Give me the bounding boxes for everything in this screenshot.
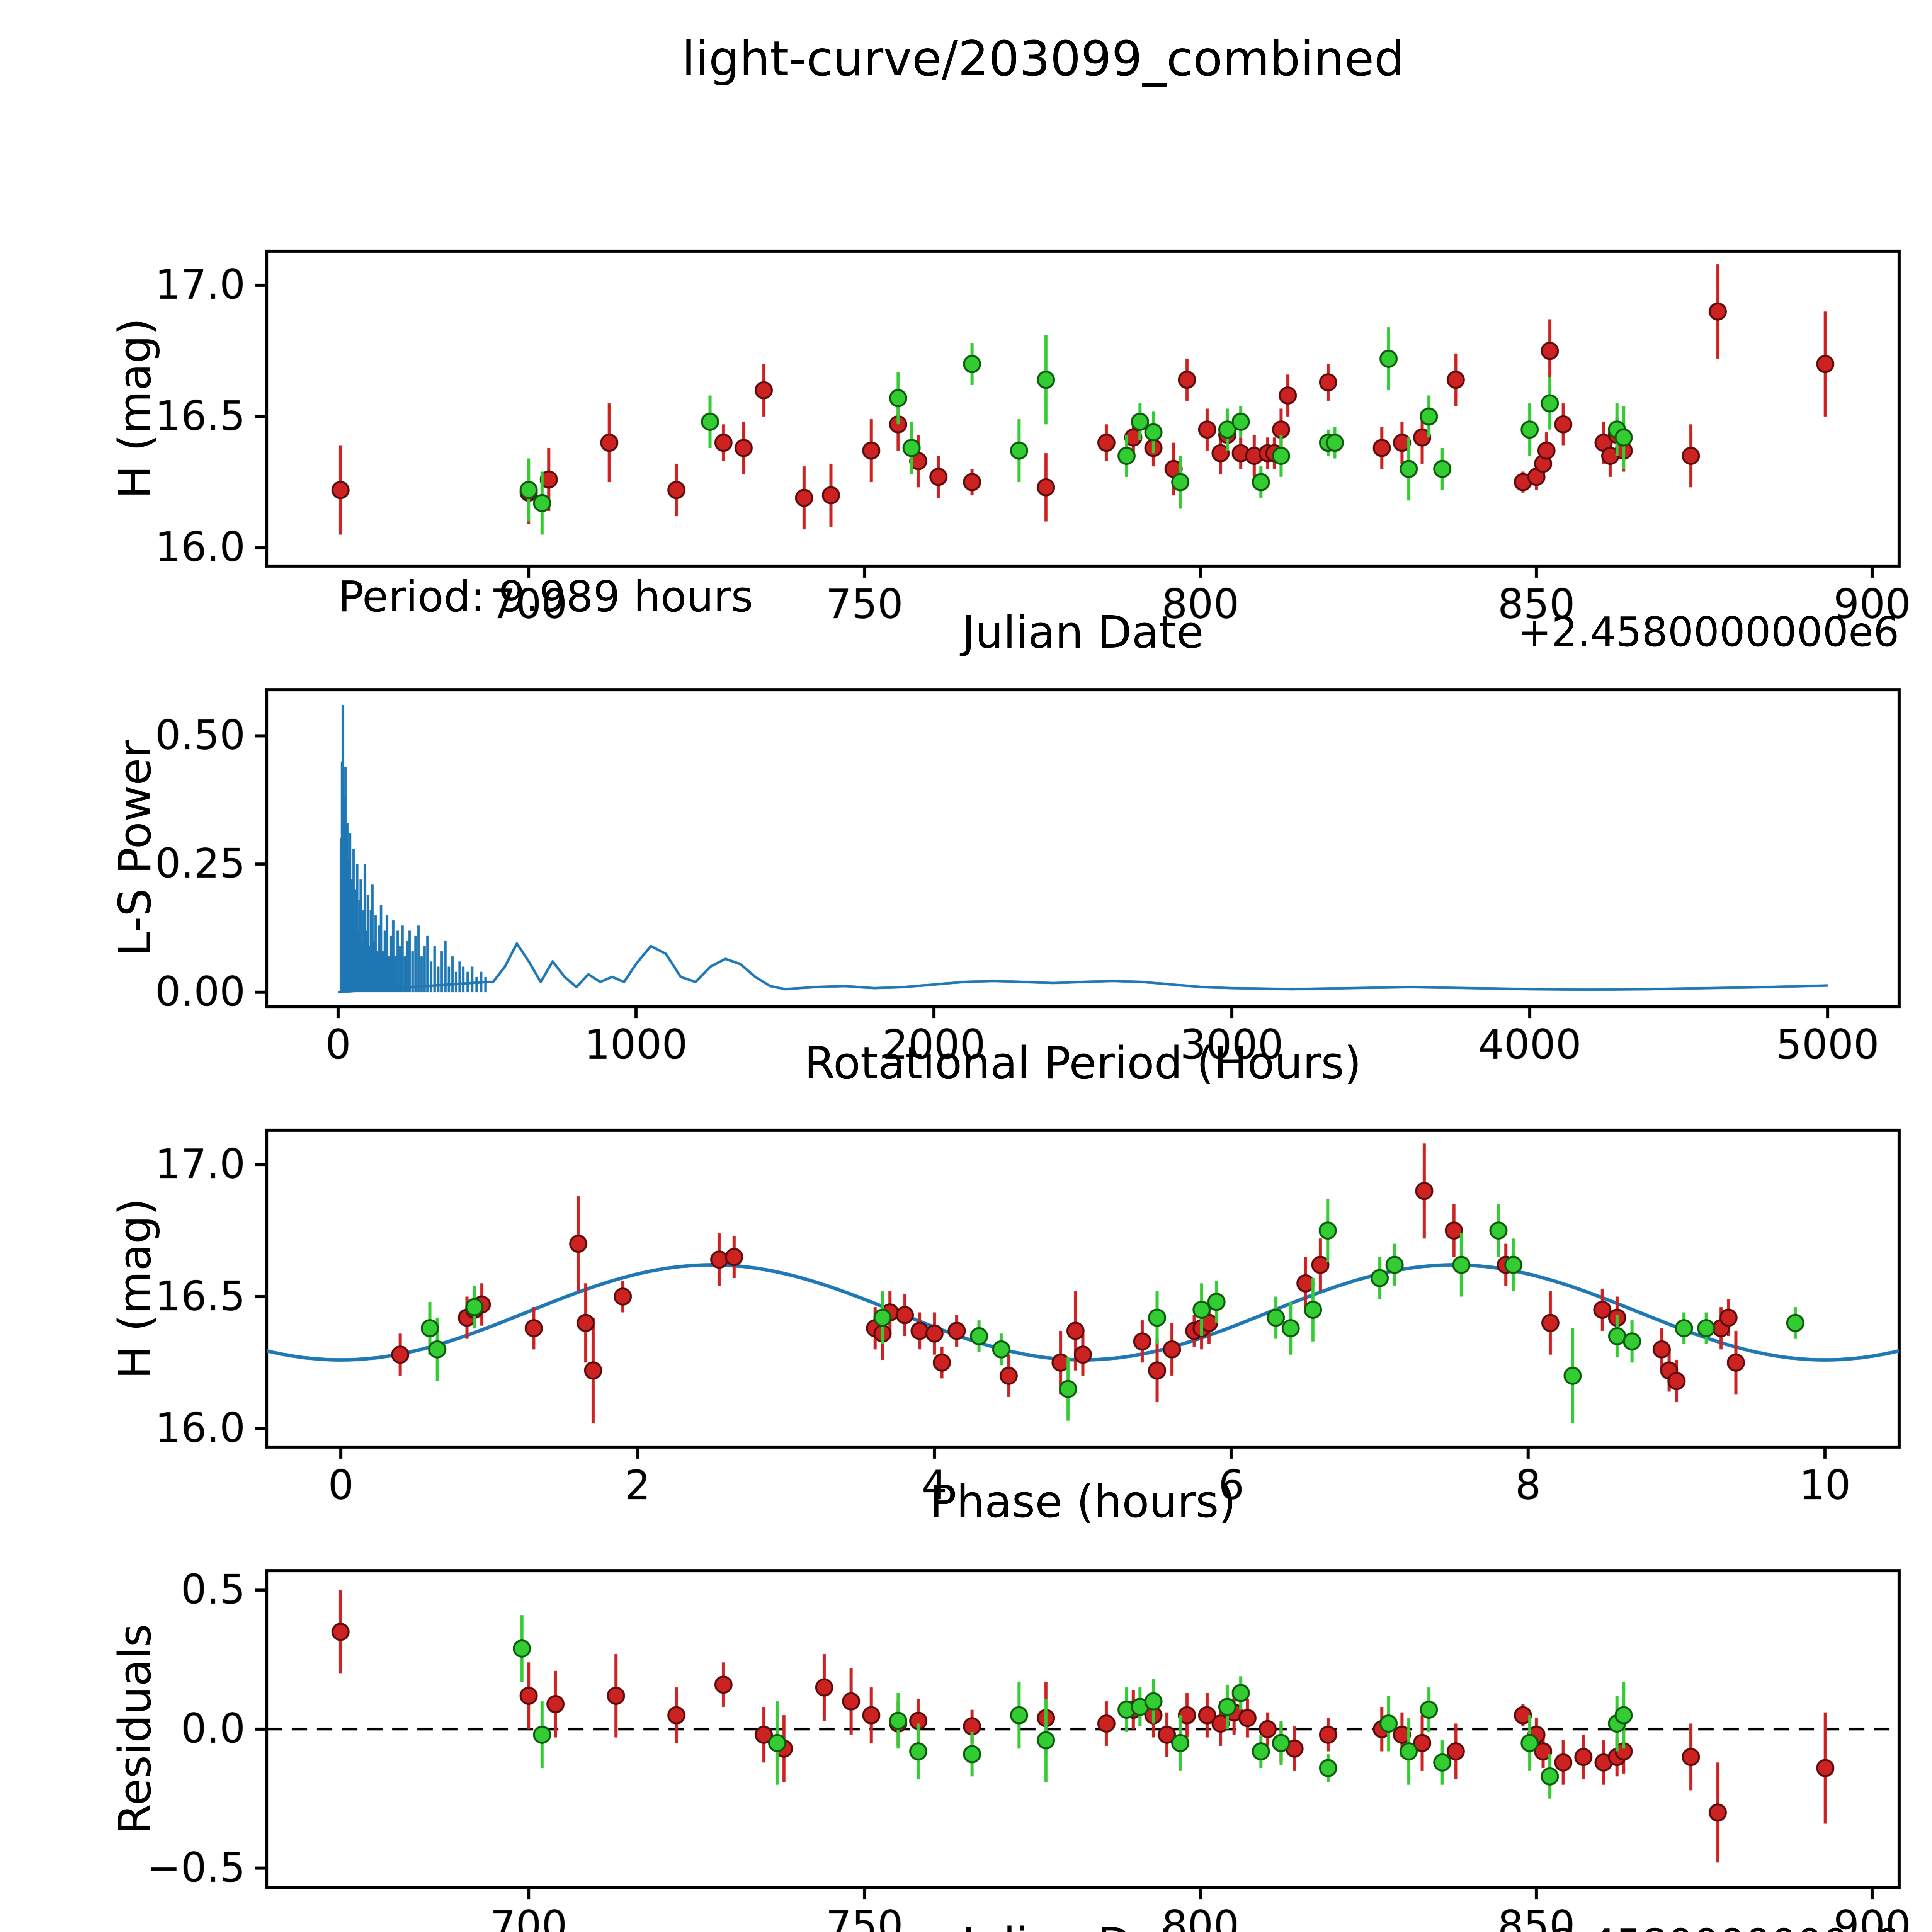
phase-y-axis-label: H (mag) bbox=[109, 1198, 161, 1379]
residuals-x-axis-label: Julian Date bbox=[267, 1918, 1899, 1932]
residuals-x-offset-label: +2.4580000000e6 bbox=[267, 1920, 1899, 1932]
periodogram-x-axis-label: Rotational Period (Hours) bbox=[804, 1037, 1362, 1089]
periodogram-y-axis-label: L-S Power bbox=[109, 740, 161, 957]
phase-x-axis-label: Phase (hours) bbox=[930, 1476, 1236, 1528]
figure-title: light-curve/203099_combined bbox=[682, 31, 1405, 87]
lightcurve-x-offset-label: +2.4580000000e6 bbox=[1517, 609, 1899, 656]
lightcurve-x-axis-label: Julian Date bbox=[962, 607, 1204, 658]
period-annotation: Period: 9.989 hours bbox=[338, 572, 753, 621]
residuals-y-axis-label: Residuals bbox=[109, 1624, 161, 1835]
lightcurve-y-axis-label: H (mag) bbox=[109, 318, 161, 499]
